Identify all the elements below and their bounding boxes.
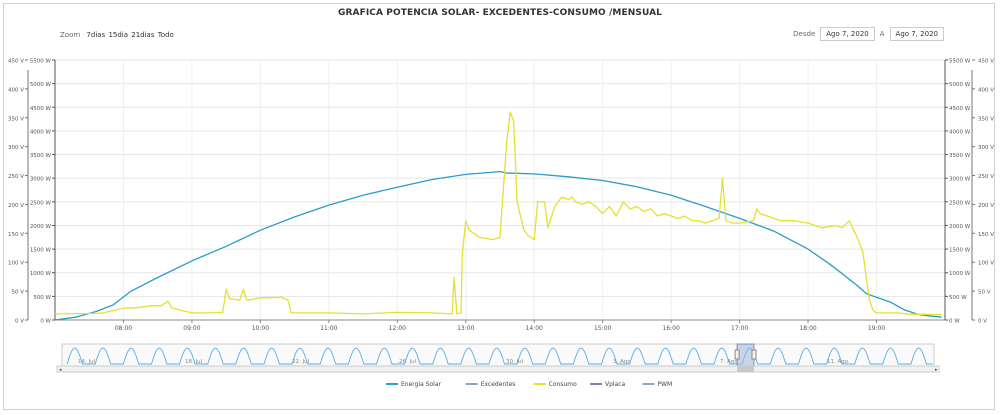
y-tick-label-v-right: 350 V [978, 116, 994, 122]
x-tick-label: 10:00 [252, 325, 269, 332]
y-tick-label-w-left: 0 W [40, 319, 51, 325]
zoom-button-7dias[interactable]: 7dias [86, 31, 106, 39]
y-tick-label-w-right: 5500 W [949, 59, 971, 65]
y-tick-label-v-right: 150 V [978, 232, 994, 238]
y-tick-label-v-right: 300 V [978, 145, 994, 151]
y-tick-label-w-left: 4500 W [30, 106, 52, 112]
y-tick-label-v-left: 100 V [8, 261, 24, 267]
y-tick-label-v-left: 50 V [11, 290, 24, 296]
navigator-series-line [66, 347, 933, 365]
y-tick-label-w-right: 4000 W [949, 129, 971, 135]
y-tick-label-v-right: 450 V [978, 59, 994, 65]
legend-item-energia-solar[interactable]: Energia Solar [401, 381, 442, 388]
y-tick-label-v-right: 200 V [978, 203, 994, 209]
navigator-selection[interactable] [736, 343, 755, 367]
navigator-date-label: 26. Jul [399, 359, 417, 365]
navigator-scrollbar-thumb[interactable] [737, 366, 754, 372]
y-tick-label-v-right: 0 V [978, 319, 987, 325]
y-tick-label-v-right: 50 V [978, 290, 991, 296]
y-tick-label-w-right: 3000 W [949, 177, 971, 183]
zoom-label: Zoom [60, 31, 81, 39]
x-tick-label: 09:00 [183, 325, 200, 332]
y-tick-label-w-left: 1000 W [30, 271, 52, 277]
navigator-date-label: 7. Ago [720, 359, 738, 365]
y-tick-label-w-right: 1000 W [949, 271, 971, 277]
zoom-button-todo[interactable]: Todo [157, 31, 174, 39]
zoom-selector: Zoom 7dias 15dia 21dias Todo [60, 31, 175, 39]
y-tick-label-v-left: 0 V [15, 319, 24, 325]
legend-item-consumo[interactable]: Consumo [549, 381, 577, 388]
y-tick-label-v-left: 300 V [8, 145, 24, 151]
y-tick-label-w-left: 5500 W [30, 59, 52, 65]
x-tick-label: 17:00 [731, 325, 748, 332]
legend-item-vplaca[interactable]: Vplaca [605, 381, 626, 388]
x-tick-label: 14:00 [526, 325, 543, 332]
y-tick-label-v-left: 400 V [8, 87, 24, 93]
zoom-button-21dias[interactable]: 21dias [131, 31, 155, 39]
range-from-input[interactable]: Ago 7, 2020 [820, 27, 875, 41]
y-tick-label-w-left: 4000 W [30, 129, 52, 135]
x-tick-label: 16:00 [663, 325, 680, 332]
y-tick-label-v-left: 200 V [8, 203, 24, 209]
navigator-date-label: 14. Jul [78, 359, 96, 365]
y-tick-label-v-left: 150 V [8, 232, 24, 238]
y-tick-label-v-left: 450 V [8, 59, 24, 65]
scrollbar-right-arrow[interactable]: ▸ [935, 367, 938, 373]
chart-title: GRAFICA POTENCIA SOLAR- EXCEDENTES-CONSU… [338, 8, 662, 18]
x-tick-label: 13:00 [457, 325, 474, 332]
navigator-scrollbar-track[interactable] [56, 365, 940, 373]
y-tick-label-w-right: 0 W [949, 319, 960, 325]
range-to-input[interactable]: Ago 7, 2020 [889, 27, 944, 41]
x-tick-label: 08:00 [115, 325, 132, 332]
navigator-handle-left[interactable] [734, 349, 740, 360]
navigator-date-label: 30. Jul [506, 359, 524, 365]
x-tick-label: 18:00 [799, 325, 816, 332]
chart-container [3, 3, 995, 410]
date-range-selector: Desde Ago 7, 2020 A Ago 7, 2020 [788, 27, 944, 41]
zoom-button-15dia[interactable]: 15dia [108, 31, 129, 39]
x-tick-label: 11:00 [320, 325, 337, 332]
y-tick-label-w-left: 500 W [33, 295, 51, 301]
navigator-date-label: 11. Ago [827, 359, 849, 365]
y-tick-label-w-right: 2500 W [949, 200, 971, 206]
y-tick-label-v-left: 350 V [8, 116, 24, 122]
y-tick-label-w-left: 3500 W [30, 153, 52, 159]
scrollbar-left-arrow[interactable]: ◂ [59, 367, 62, 373]
legend-item-pwm[interactable]: PWM [657, 381, 672, 388]
y-tick-label-w-left: 5000 W [30, 82, 52, 88]
y-tick-label-v-right: 100 V [978, 261, 994, 267]
y-tick-label-w-right: 500 W [949, 295, 967, 301]
y-tick-label-w-right: 1500 W [949, 248, 971, 254]
navigator-handle-right[interactable] [751, 349, 757, 360]
y-tick-label-v-right: 250 V [978, 174, 994, 180]
range-from-label: Desde [793, 30, 816, 38]
navigator-date-label: 3. Ago [613, 359, 631, 365]
y-tick-label-w-left: 1500 W [30, 248, 52, 254]
y-tick-label-w-left: 3000 W [30, 177, 52, 183]
legend-item-excedentes[interactable]: Excedentes [481, 381, 516, 388]
x-tick-label: 12:00 [389, 325, 406, 332]
y-tick-label-w-right: 2000 W [949, 224, 971, 230]
y-tick-label-v-right: 400 V [978, 87, 994, 93]
range-to-label: A [879, 30, 885, 38]
series-line-consumo [54, 111, 942, 316]
y-tick-label-w-right: 4500 W [949, 106, 971, 112]
y-tick-label-w-right: 3500 W [949, 153, 971, 159]
y-tick-label-w-right: 5000 W [949, 82, 971, 88]
series-line-energia-solar [54, 170, 942, 321]
x-tick-label: 15:00 [594, 325, 611, 332]
y-tick-label-w-left: 2500 W [30, 200, 52, 206]
x-tick-label: 19:00 [868, 325, 885, 332]
navigator-date-label: 22. Jul [292, 359, 310, 365]
y-tick-label-w-left: 2000 W [30, 224, 52, 230]
y-tick-label-v-left: 250 V [8, 174, 24, 180]
navigator-date-label: 18. Jul [185, 359, 203, 365]
